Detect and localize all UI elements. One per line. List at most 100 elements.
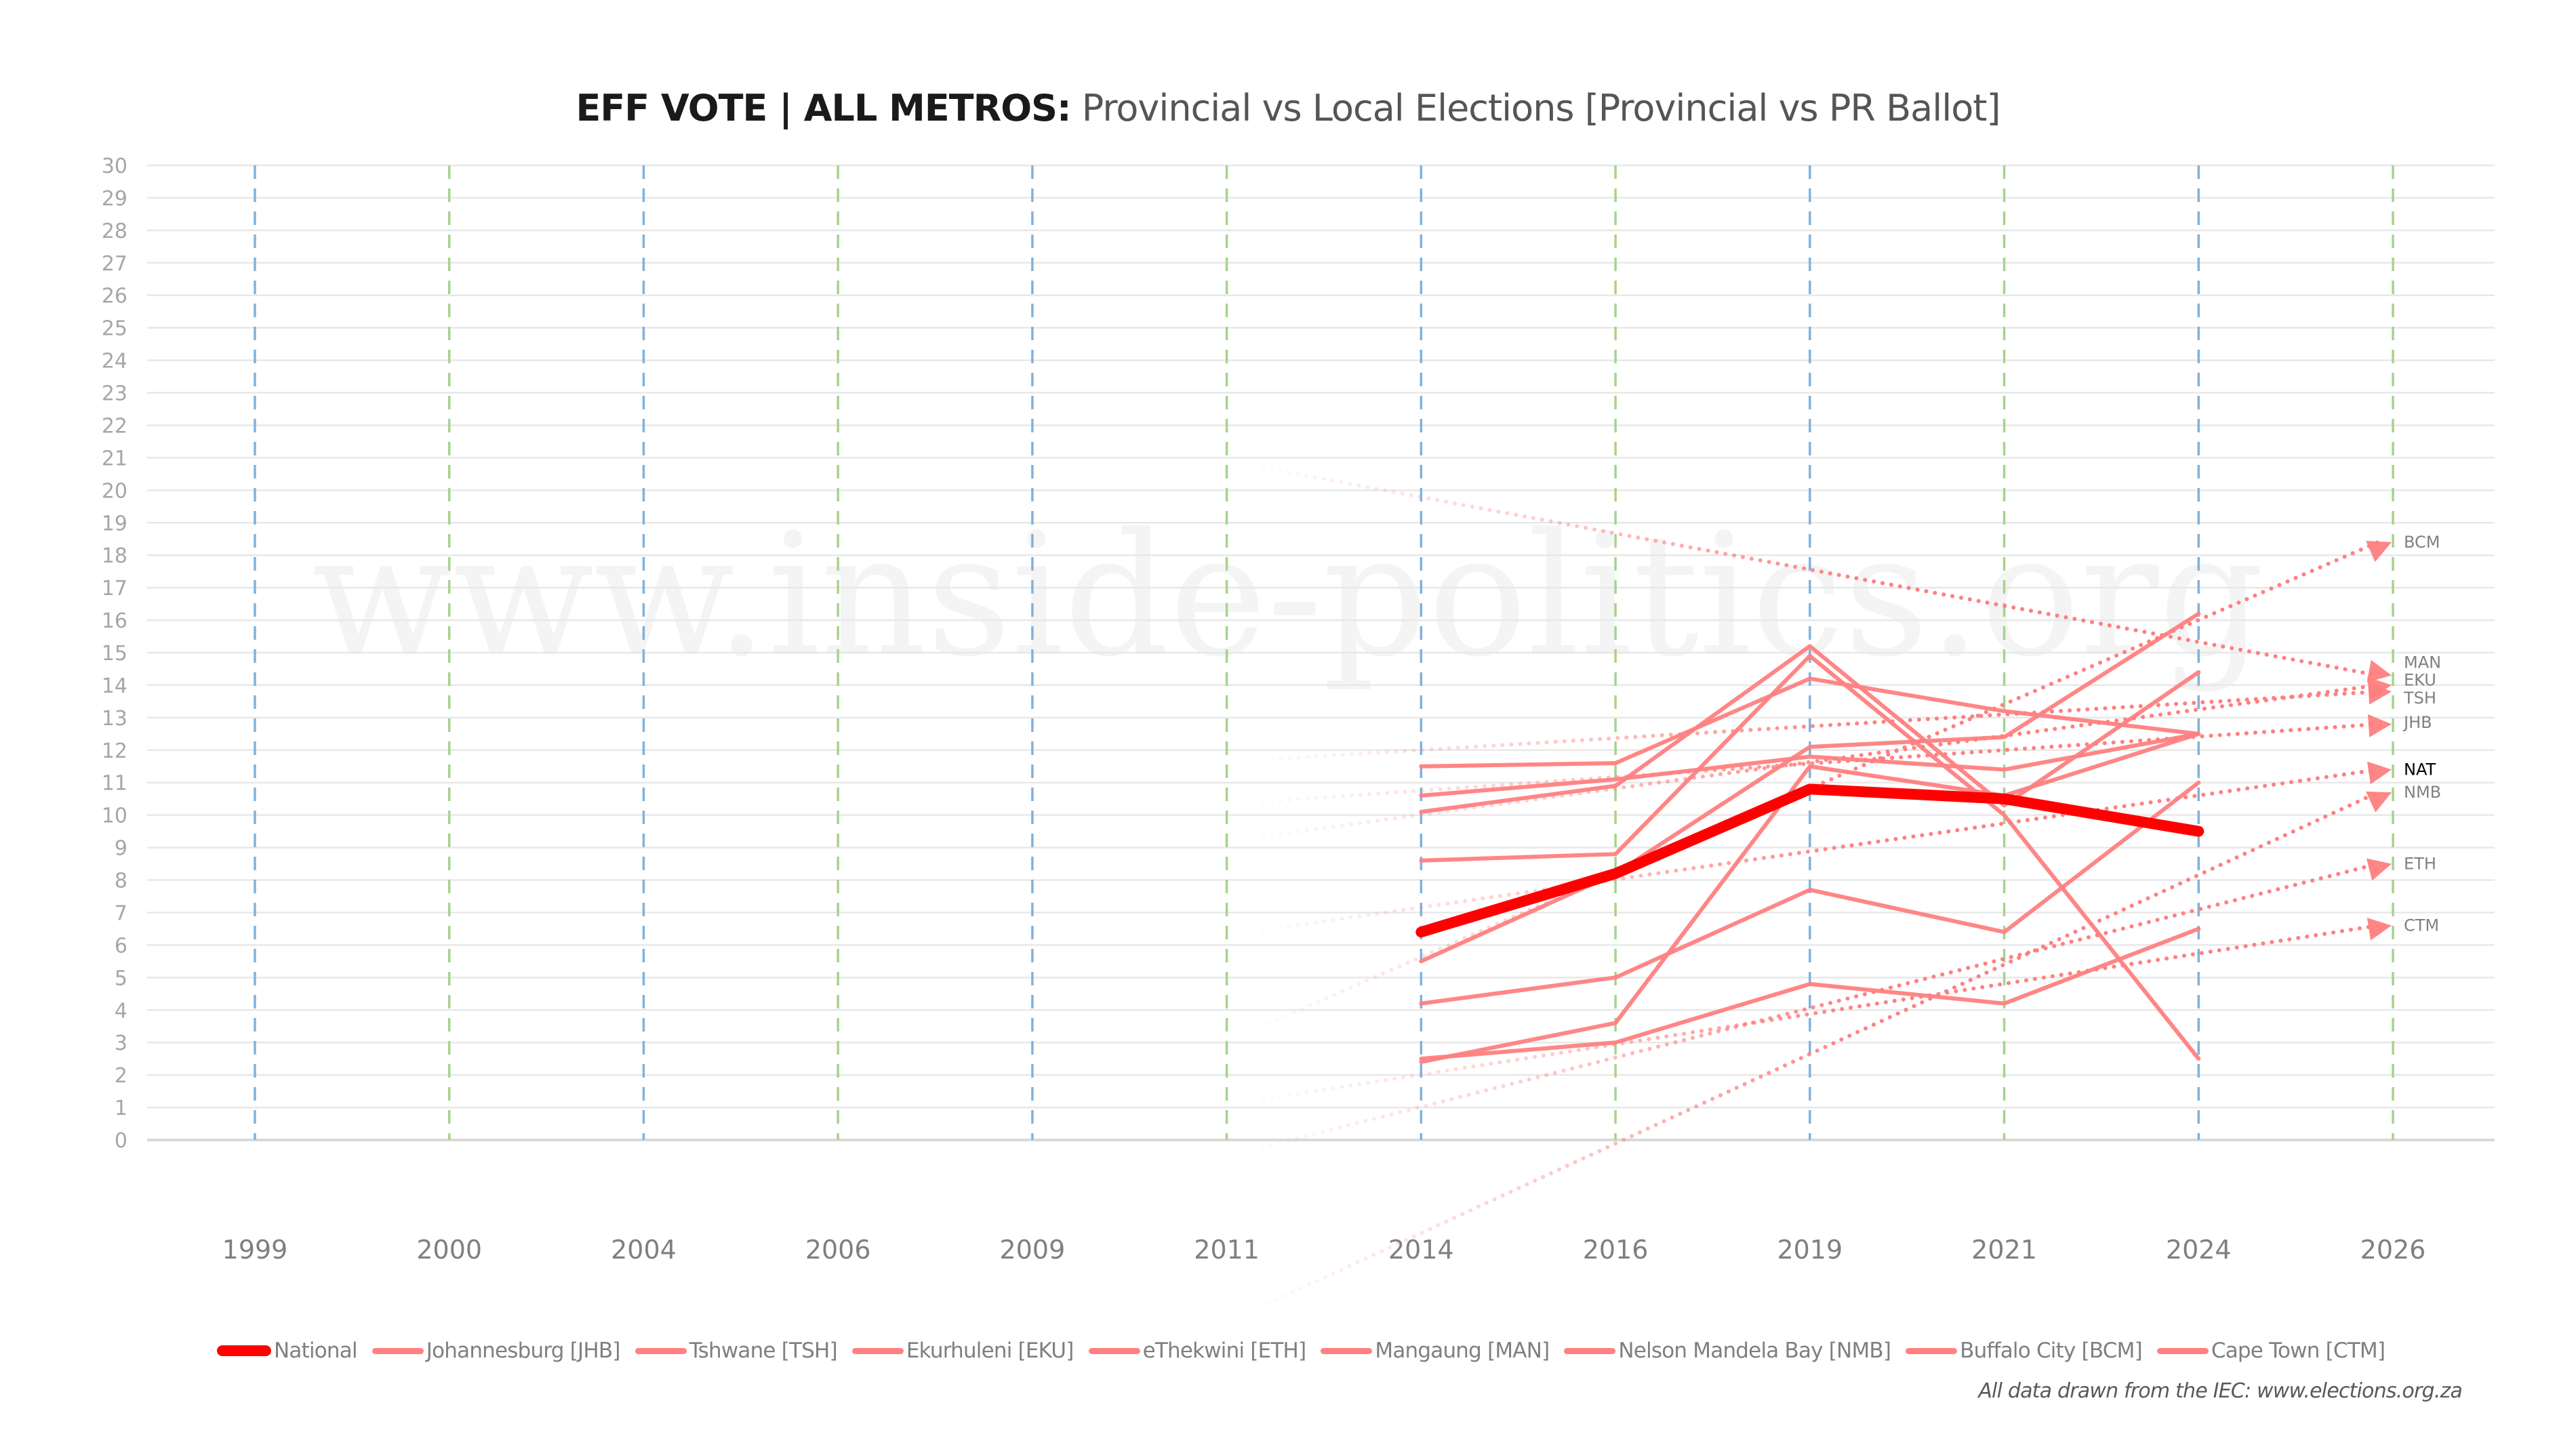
legend-label: Johannesburg [JHB] [426, 1339, 621, 1363]
y-tick-label: 14 [102, 674, 127, 698]
trend-line-eth [1234, 861, 2380, 1156]
legend-swatch [635, 1347, 687, 1354]
y-tick-label: 7 [115, 901, 127, 925]
end-label-eth: ETH [2404, 855, 2436, 874]
series-line-bcm [1419, 611, 2201, 964]
series-line-nmb [1419, 731, 2201, 1064]
x-tick-label: 2024 [2166, 1235, 2232, 1265]
series-lines [1415, 611, 2205, 1064]
y-tick-label: 9 [115, 837, 127, 861]
x-tick-label: 2011 [1194, 1235, 1260, 1265]
trend-line-nmb [1234, 790, 2380, 1320]
legend-swatch [2156, 1347, 2209, 1354]
y-tick-label: 10 [102, 804, 127, 828]
legend-label: Buffalo City [BCM] [1960, 1339, 2142, 1363]
legend-item-ctm: Cape Town [CTM] [2156, 1339, 2386, 1363]
end-label-jhb: JHB [2402, 713, 2432, 732]
y-axis: 0123456789101112131415161718192021222324… [102, 155, 127, 1153]
x-tick-label: 2000 [416, 1235, 482, 1265]
end-label-eku: EKU [2404, 671, 2436, 690]
legend-item-bcm: Buffalo City [BCM] [1906, 1339, 2143, 1363]
watermark: www.inside-politics.org [312, 497, 2264, 694]
legend-item-nmb: Nelson Mandela Bay [NMB] [1564, 1339, 1891, 1363]
trend-line-eku [1234, 682, 2380, 842]
legend-swatch [1088, 1347, 1140, 1354]
end-label-nat: NAT [2404, 760, 2436, 779]
y-tick-label: 26 [102, 285, 127, 308]
legend-item-tsh: Tshwane [TSH] [635, 1339, 838, 1363]
legend-item-eth: eThekwini [ETH] [1088, 1339, 1306, 1363]
legend-label: Cape Town [CTM] [2211, 1339, 2386, 1363]
series-line-jhb [1419, 731, 2201, 798]
y-tick-label: 30 [102, 155, 127, 178]
legend-item-man: Mangaung [MAN] [1321, 1339, 1550, 1363]
y-tick-label: 5 [115, 966, 127, 990]
trend-arrow-eku [2367, 676, 2392, 700]
y-tick-label: 25 [102, 317, 127, 341]
series-line-eku [1419, 644, 2201, 814]
chart-title-bold: EFF VOTE | ALL METROS: [576, 87, 1071, 129]
trend-arrow-man [2367, 659, 2392, 683]
y-tick-label: 28 [102, 220, 127, 243]
trend-arrow-eth [2366, 858, 2392, 881]
y-tick-label: 8 [115, 870, 127, 893]
x-tick-label: 2026 [2360, 1235, 2426, 1265]
y-tick-label: 16 [102, 609, 127, 633]
y-tick-label: 19 [102, 512, 127, 535]
legend-swatch [851, 1347, 904, 1354]
y-tick-label: 11 [102, 772, 127, 796]
y-tick-label: 6 [115, 934, 127, 958]
legend-item-eku: Ekurhuleni [EKU] [851, 1339, 1074, 1363]
end-label-nmb: NMB [2404, 783, 2441, 802]
y-tick-label: 1 [115, 1097, 127, 1120]
x-axis: 1999 2000 2004 2006 2009 2011 2014 2016 2019 2021… [222, 1235, 2426, 1265]
y-tick-label: 20 [102, 479, 127, 503]
trend-arrow-jhb [2367, 714, 2392, 737]
legend-label: Ekurhuleni [EKU] [906, 1339, 1074, 1363]
x-tick-label: 2004 [611, 1235, 677, 1265]
y-tick-label: 3 [115, 1032, 127, 1055]
y-tick-label: 29 [102, 187, 127, 211]
y-tick-label: 17 [102, 577, 127, 600]
legend-swatch [371, 1347, 424, 1354]
y-tick-label: 23 [102, 382, 127, 406]
trend-line-ctm [1234, 923, 2380, 1106]
end-label-bcm: BCM [2404, 533, 2440, 552]
legend-label: Mangaung [MAN] [1375, 1339, 1550, 1363]
y-tick-label: 21 [102, 447, 127, 470]
series-line-nat [1415, 783, 2205, 938]
trend-arrow-nat [2367, 761, 2392, 785]
series-line-tsh [1419, 676, 2201, 769]
y-tick-label: 0 [115, 1129, 127, 1153]
trend-arrow-bcm [2366, 540, 2392, 563]
trend-arrow-ctm [2367, 918, 2392, 941]
grid [147, 164, 2495, 1141]
y-tick-label: 12 [102, 739, 127, 763]
x-tick-label: 2019 [1777, 1235, 1843, 1265]
series-line-eth [1419, 780, 2201, 1006]
legend-label: Tshwane [TSH] [689, 1339, 838, 1363]
x-tick-label: 1999 [222, 1235, 288, 1265]
chart-title-regular: Provincial vs Local Elections [Provincia… [1081, 87, 2001, 129]
chart-title: EFF VOTE | ALL METROS: Provincial vs Loc… [0, 87, 2576, 129]
y-tick-label: 24 [102, 350, 127, 373]
series-line-man [1419, 653, 2201, 1061]
trend-arrow-nmb [2366, 791, 2392, 813]
legend-label: Nelson Mandela Bay [NMB] [1618, 1339, 1891, 1363]
end-label-tsh: TSH [2403, 689, 2436, 708]
end-label-man: MAN [2404, 653, 2441, 672]
legend: National Johannesburg [JHB] Tshwane [TSH] E… [217, 1339, 2400, 1363]
y-tick-label: 27 [102, 252, 127, 276]
x-tick-label: 2021 [1971, 1235, 2037, 1265]
trend-line-nat [1234, 767, 2380, 936]
legend-swatch [1321, 1347, 1373, 1354]
trend-line-man [1234, 460, 2380, 678]
source-note: All data drawn from the IEC: www.electio… [1978, 1379, 2462, 1403]
y-tick-label: 15 [102, 642, 127, 666]
y-tick-label: 18 [102, 544, 127, 568]
y-tick-label: 4 [115, 999, 127, 1023]
legend-label: National [274, 1339, 358, 1363]
legend-swatch [217, 1345, 271, 1356]
